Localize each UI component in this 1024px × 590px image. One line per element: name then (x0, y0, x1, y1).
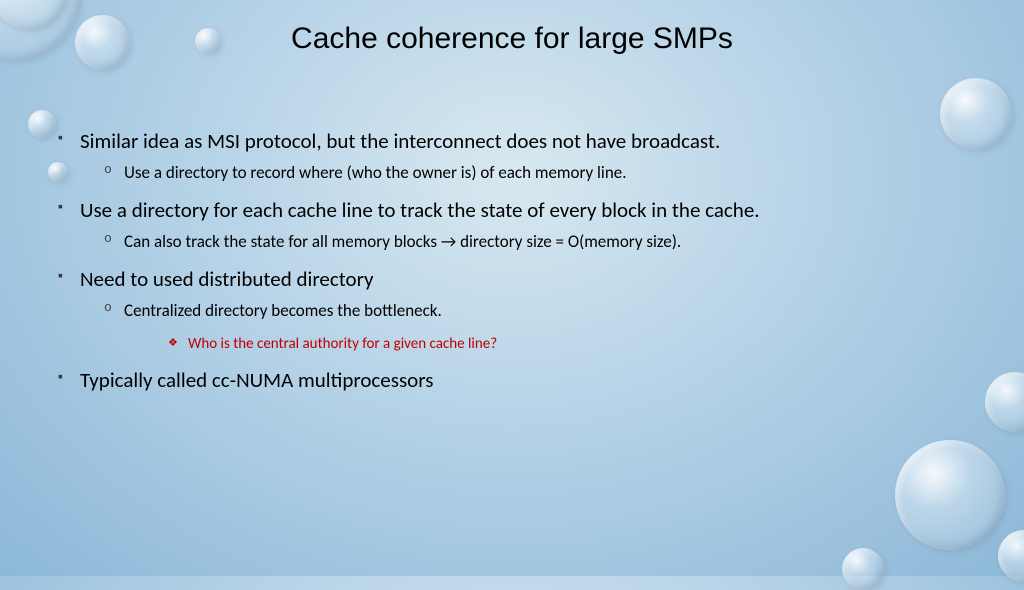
bullet-l1: Use a directory for each cache line to t… (58, 197, 984, 223)
water-bubble (985, 372, 1024, 432)
bullet-l1: Similar idea as MSI protocol, but the in… (58, 128, 984, 154)
bullet-l2: Centralized directory becomes the bottle… (104, 300, 984, 321)
bullet-l1: Need to used distributed directory (58, 266, 984, 292)
slide-content: Similar idea as MSI protocol, but the in… (58, 128, 984, 401)
water-bubble (75, 15, 130, 70)
water-bubble (895, 440, 1005, 550)
water-bubble (998, 530, 1024, 582)
bullet-l2: Can also track the state for all memory … (104, 231, 984, 252)
bullet-l1: Typically called cc-NUMA multiprocessors (58, 367, 984, 393)
water-bubble (842, 548, 884, 590)
bullet-l3-highlight: Who is the central authority for a given… (168, 335, 984, 353)
water-bubble (28, 110, 56, 138)
page-title: Cache coherence for large SMPs (0, 0, 1024, 56)
water-bubble (195, 28, 221, 54)
bullet-l2: Use a directory to record where (who the… (104, 162, 984, 183)
